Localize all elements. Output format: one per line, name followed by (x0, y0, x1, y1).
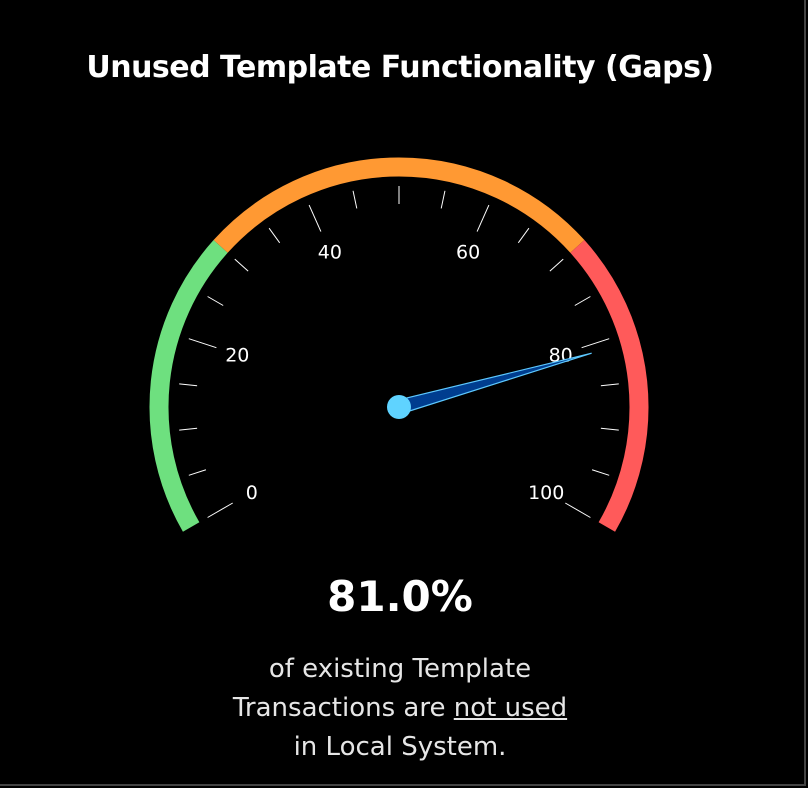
description-line-3: in Local System. (293, 732, 507, 762)
gauge-description: of existing Template Transactions are no… (0, 650, 800, 767)
major-tick (565, 502, 591, 518)
minor-tick (179, 383, 198, 387)
major-tick (581, 338, 610, 349)
minor-tick (600, 427, 619, 431)
minor-tick (234, 258, 249, 272)
minor-tick (549, 258, 564, 272)
tick-label: 0 (246, 482, 258, 504)
minor-tick (440, 190, 446, 209)
gauge-band-1 (213, 157, 585, 253)
major-tick (207, 502, 233, 518)
gauge-needle (396, 352, 592, 415)
minor-tick (352, 190, 358, 209)
tick-label: 40 (318, 242, 342, 264)
tick-label: 100 (528, 482, 564, 504)
gauge-value: 81.0% (327, 572, 473, 621)
description-emphasis: not used (453, 693, 568, 723)
tick-label: 60 (456, 242, 480, 264)
description-line-2-text: Transactions are (232, 693, 454, 723)
minor-tick (188, 469, 207, 476)
minor-tick (600, 383, 619, 387)
description-line-1: of existing Template (268, 654, 532, 684)
minor-tick (207, 296, 224, 306)
gauge-band-0 (149, 240, 228, 532)
major-tick (308, 204, 322, 232)
description-line-2: Transactions are not used (0, 689, 800, 728)
minor-tick (268, 227, 281, 244)
gauge-band-2 (570, 240, 649, 532)
minor-tick (517, 227, 530, 244)
minor-tick (574, 296, 591, 306)
gauge-title: Unused Template Functionality (Gaps) (86, 50, 714, 85)
major-tick (188, 338, 217, 349)
minor-tick (591, 469, 610, 476)
needle-hub (387, 395, 411, 419)
tick-label: 20 (225, 344, 249, 366)
minor-tick (179, 427, 198, 431)
major-tick (476, 204, 490, 232)
